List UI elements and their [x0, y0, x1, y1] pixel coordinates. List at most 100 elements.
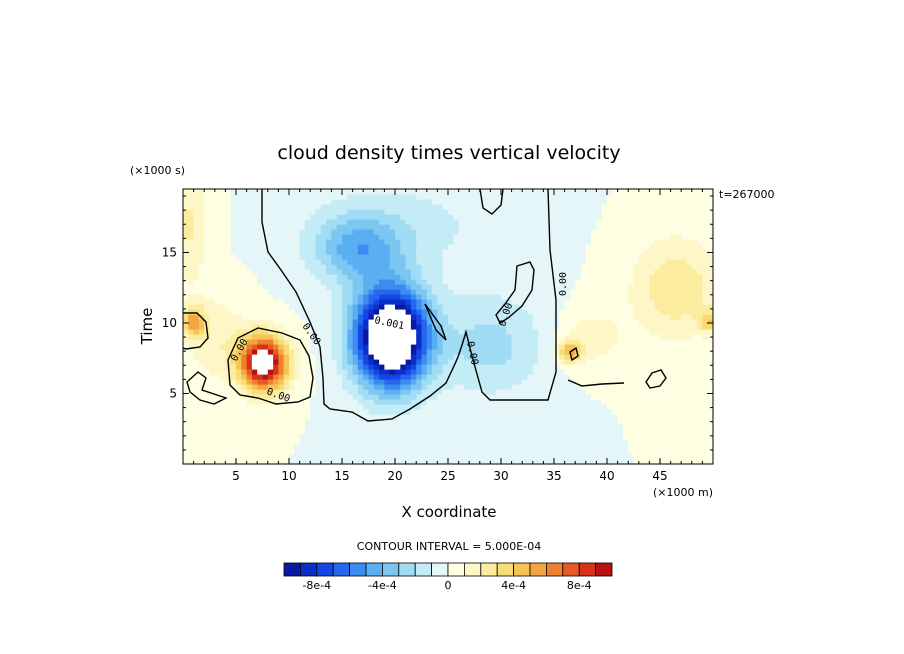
heatmap-cell [474, 429, 481, 435]
heatmap-cell [188, 279, 195, 285]
heatmap-cell [569, 329, 576, 335]
heatmap-cell [628, 269, 635, 275]
heatmap-cell [453, 294, 460, 300]
heatmap-cell [649, 259, 656, 265]
heatmap-cell [516, 379, 523, 385]
heatmap-cell [379, 394, 385, 400]
heatmap-cell [304, 364, 311, 370]
heatmap-cell [644, 219, 650, 225]
heatmap-cell [559, 434, 566, 440]
heatmap-cell [230, 274, 237, 280]
heatmap-cell [532, 269, 539, 275]
heatmap-cell [469, 374, 476, 380]
heatmap-cell [442, 459, 449, 464]
heatmap-cell [241, 234, 248, 240]
heatmap-cell [421, 424, 428, 430]
heatmap-cell [273, 224, 279, 230]
heatmap-cell [368, 379, 375, 385]
heatmap-cell [485, 384, 491, 390]
heatmap-cell [214, 454, 221, 460]
heatmap-cell [633, 259, 640, 265]
heatmap-cell [416, 399, 423, 405]
heatmap-cell [267, 369, 274, 375]
heatmap-cell [458, 294, 465, 300]
heatmap-cell [267, 229, 274, 235]
heatmap-cell [490, 374, 497, 380]
heatmap-cell [416, 389, 423, 395]
heatmap-cell [432, 229, 438, 235]
heatmap-cell [262, 319, 269, 325]
heatmap-cell [426, 209, 433, 215]
heatmap-cell [336, 279, 343, 285]
heatmap-cell [352, 294, 359, 300]
heatmap-cell [437, 394, 444, 400]
heatmap-cell [304, 359, 311, 365]
heatmap-cell [214, 424, 221, 430]
heatmap-cell [501, 309, 507, 315]
heatmap-cell [538, 274, 544, 280]
heatmap-cell [654, 254, 661, 260]
heatmap-cell [357, 424, 364, 430]
heatmap-cell [357, 249, 364, 255]
heatmap-cell [554, 379, 560, 385]
heatmap-cell [236, 454, 242, 460]
heatmap-cell [585, 459, 592, 464]
heatmap-cell [410, 329, 417, 335]
heatmap-cell [569, 204, 576, 210]
heatmap-cell [644, 229, 650, 235]
heatmap-cell [495, 429, 502, 435]
heatmap-cell [527, 284, 534, 290]
heatmap-cell [283, 384, 290, 390]
heatmap-cell [421, 194, 428, 200]
heatmap-cell [267, 384, 274, 390]
heatmap-cell [607, 399, 613, 405]
heatmap-cell [596, 429, 603, 435]
heatmap-cell [548, 214, 555, 220]
heatmap-cell [400, 399, 407, 405]
heatmap-cell [400, 404, 407, 410]
heatmap-cell [548, 304, 555, 310]
heatmap-cell [352, 254, 359, 260]
heatmap-cell [426, 329, 433, 335]
heatmap-cell [273, 404, 279, 410]
heatmap-cell [283, 269, 290, 275]
heatmap-cell [585, 399, 592, 405]
heatmap-cell [612, 234, 619, 240]
heatmap-cell [569, 429, 576, 435]
heatmap-cell [400, 249, 407, 255]
heatmap-cell [543, 459, 550, 464]
heatmap-cell [564, 419, 571, 425]
heatmap-cell [405, 259, 412, 265]
heatmap-cell [628, 454, 635, 460]
heatmap-cell [278, 459, 285, 464]
heatmap-cell [220, 344, 226, 350]
heatmap-cell [304, 409, 311, 415]
heatmap-cell [554, 309, 560, 315]
heatmap-cell [331, 339, 338, 345]
heatmap-cell [220, 319, 226, 325]
heatmap-cell [209, 444, 216, 450]
heatmap-cell [638, 319, 645, 325]
heatmap-cell [490, 394, 497, 400]
heatmap-cell [304, 194, 311, 200]
heatmap-cell [442, 264, 449, 270]
heatmap-cell [204, 234, 211, 240]
heatmap-cell [278, 364, 285, 370]
heatmap-cell [273, 254, 279, 260]
heatmap-cell [347, 214, 354, 220]
heatmap-cell [273, 204, 279, 210]
heatmap-cell [257, 449, 264, 455]
heatmap-cell [660, 269, 666, 275]
heatmap-cell [379, 304, 385, 310]
heatmap-cell [400, 274, 407, 280]
heatmap-cell [591, 309, 597, 315]
heatmap-cell [347, 209, 354, 215]
heatmap-cell [495, 374, 502, 380]
heatmap-cell [400, 204, 407, 210]
heatmap-cell [469, 189, 476, 195]
heatmap-cell [580, 379, 587, 385]
heatmap-cell [389, 249, 396, 255]
heatmap-cell [294, 279, 301, 285]
heatmap-cell [601, 289, 608, 295]
heatmap-cell [410, 314, 417, 320]
